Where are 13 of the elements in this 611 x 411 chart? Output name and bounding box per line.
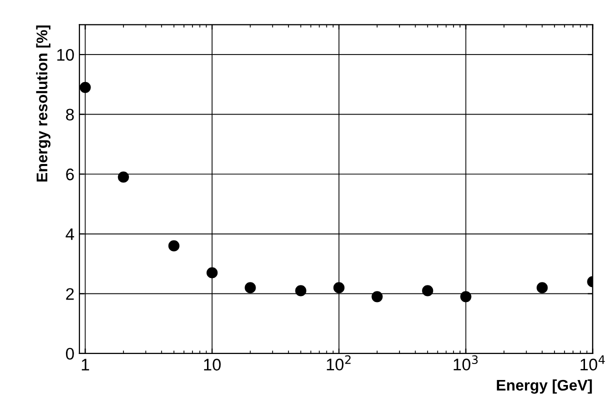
- y-tick-label: 2: [66, 288, 74, 300]
- x-tick-label: 10$^{3}$: [454, 355, 478, 370]
- x-tick-label: 10$^{4}$: [580, 355, 605, 370]
- y-tick-label: 6: [66, 168, 74, 180]
- y-tick-label: 0: [66, 348, 74, 360]
- y-axis-title: Energy resolution [%]: [36, 26, 50, 182]
- x-axis-title: Energy [GeV]: [496, 379, 592, 394]
- x-tick-label: 10: [204, 358, 221, 371]
- y-tick-label: 8: [66, 108, 74, 121]
- x-tick-label: 1: [82, 358, 90, 370]
- y-tick-label: 4: [66, 228, 74, 240]
- x-tick-label: 10$^{2}$: [326, 355, 351, 370]
- y-tick-label: 10: [57, 48, 74, 61]
